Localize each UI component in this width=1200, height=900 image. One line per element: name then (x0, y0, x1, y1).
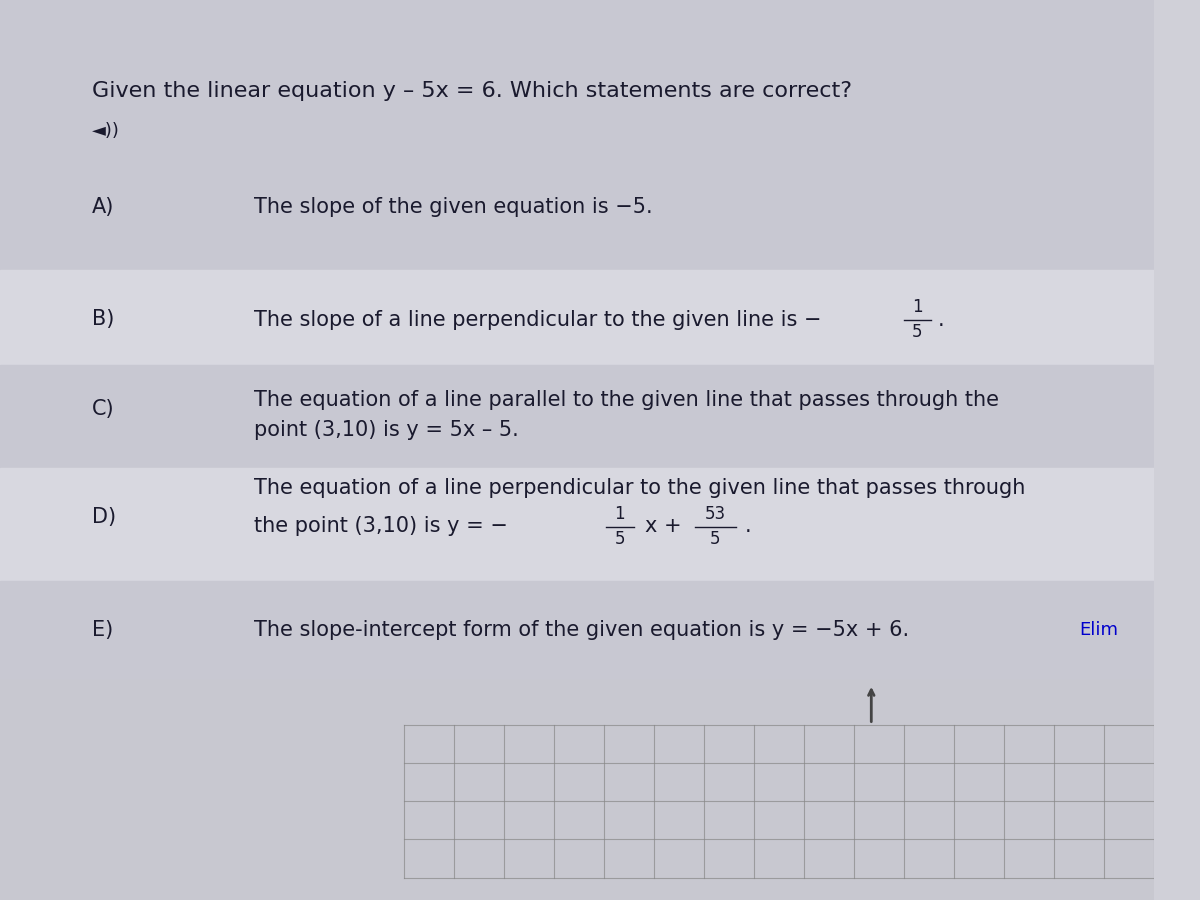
Text: 5: 5 (614, 530, 625, 548)
Bar (0, 468, 1154, 580)
Bar (0, 364, 1154, 468)
Bar (0, 126, 1154, 270)
Text: Given the linear equation y – 5x = 6. Which statements are correct?: Given the linear equation y – 5x = 6. Wh… (92, 81, 852, 101)
Bar (0, 580, 1154, 680)
Text: The slope of the given equation is −5.: The slope of the given equation is −5. (254, 197, 653, 217)
Text: A): A) (92, 197, 115, 217)
Text: .: . (744, 517, 751, 536)
Text: 5: 5 (912, 323, 923, 341)
Text: B): B) (92, 310, 115, 329)
Text: ◄)): ◄)) (92, 122, 120, 140)
Text: The equation of a line parallel to the given line that passes through the: The equation of a line parallel to the g… (254, 391, 998, 410)
Text: The slope-intercept form of the given equation is y = −5x + 6.: The slope-intercept form of the given eq… (254, 620, 910, 640)
Text: 1: 1 (614, 505, 625, 523)
Text: x +: x + (646, 517, 689, 536)
Text: 53: 53 (704, 505, 726, 523)
Text: D): D) (92, 508, 116, 527)
Text: Elim: Elim (1079, 621, 1118, 639)
Text: 5: 5 (710, 530, 721, 548)
Bar (0, 0, 1154, 126)
Text: 1: 1 (912, 298, 923, 316)
Text: The equation of a line perpendicular to the given line that passes through: The equation of a line perpendicular to … (254, 478, 1025, 498)
Text: point (3,10) is y = 5x – 5.: point (3,10) is y = 5x – 5. (254, 420, 518, 440)
Text: E): E) (92, 620, 114, 640)
Text: The slope of a line perpendicular to the given line is −: The slope of a line perpendicular to the… (254, 310, 821, 329)
Text: C): C) (92, 400, 115, 419)
Bar (0, 680, 1154, 900)
Text: the point (3,10) is y = −: the point (3,10) is y = − (254, 517, 508, 536)
Bar (0, 270, 1154, 364)
Text: .: . (938, 310, 944, 329)
